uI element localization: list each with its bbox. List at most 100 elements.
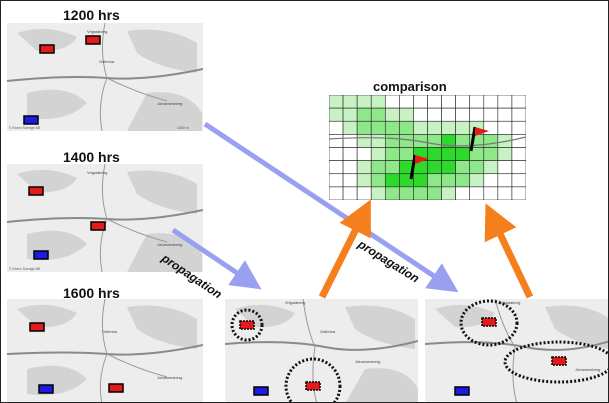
grid-cell bbox=[497, 160, 513, 175]
red-unit-icon bbox=[551, 356, 567, 366]
grid-cell bbox=[356, 95, 372, 109]
grid-cell bbox=[342, 134, 358, 148]
grid-cell bbox=[483, 120, 499, 135]
grid-cell bbox=[441, 147, 456, 161]
grid-cell bbox=[413, 186, 428, 200]
town-north-label: Vrigstaberg bbox=[87, 29, 107, 34]
comparison-grid bbox=[329, 95, 526, 200]
comparison-title: comparison bbox=[373, 79, 447, 94]
town-east-label: Johannesberg bbox=[157, 242, 182, 247]
grid-cell bbox=[329, 160, 344, 175]
map-prediction-2-svg: Vrigstaberg Johannesberg bbox=[425, 299, 608, 402]
grid-cell bbox=[427, 147, 442, 161]
comparison-arrow bbox=[318, 199, 371, 299]
map-1600-svg: Ostbrina Johannesberg bbox=[7, 299, 203, 402]
red-unit-icon bbox=[85, 35, 101, 45]
grid-cell bbox=[370, 120, 386, 135]
map-1200-svg: Vrigstaberg Ostbrina Johannesberg © Eser… bbox=[7, 23, 203, 131]
map-1600: Ostbrina Johannesberg bbox=[7, 299, 203, 402]
red-unit-icon bbox=[239, 320, 255, 330]
map-copyright: © Esero Sverige AB bbox=[9, 126, 41, 130]
grid-cell bbox=[399, 147, 414, 161]
blue-unit-icon bbox=[23, 115, 39, 125]
grid-cell bbox=[497, 95, 513, 109]
grid-cell bbox=[329, 186, 344, 200]
red-unit-icon bbox=[481, 317, 497, 327]
grid-cell bbox=[329, 173, 344, 188]
blue-unit-icon bbox=[454, 386, 470, 396]
map-1200: Vrigstaberg Ostbrina Johannesberg © Eser… bbox=[7, 23, 203, 131]
grid-cell bbox=[384, 107, 400, 122]
grid-cell bbox=[441, 95, 456, 109]
town-center-label: Ostbrina bbox=[99, 59, 115, 64]
grid-cell bbox=[427, 173, 442, 188]
red-unit-icon bbox=[90, 221, 106, 231]
grid-cell bbox=[483, 160, 499, 175]
propagation-label-2: propagation bbox=[355, 237, 422, 286]
grid-cell bbox=[441, 160, 456, 175]
flag-pole bbox=[469, 126, 477, 152]
town-east-label: Johannesberg bbox=[575, 367, 600, 372]
grid-cell bbox=[342, 95, 358, 109]
grid-cell bbox=[356, 107, 372, 122]
town-north-label: Vrigstaberg bbox=[500, 300, 520, 305]
comparison-arrow bbox=[484, 203, 534, 299]
flag-icon bbox=[475, 127, 489, 136]
grid-cell bbox=[427, 95, 442, 109]
grid-cell bbox=[370, 186, 386, 200]
grid-cell bbox=[455, 95, 471, 109]
map-prediction-1: Vrigstaberg Ostbrina Johannesberg bbox=[225, 299, 418, 402]
grid-cell bbox=[329, 107, 344, 122]
grid-cell bbox=[370, 134, 386, 148]
grid-cell bbox=[413, 107, 428, 122]
panel-title-1200: 1200 hrs bbox=[63, 7, 120, 23]
grid-cell bbox=[441, 107, 456, 122]
grid-cell bbox=[384, 120, 400, 135]
grid-cell bbox=[455, 186, 471, 200]
grid-cell bbox=[329, 120, 344, 135]
uncertainty-ellipse bbox=[230, 308, 264, 342]
grid-cell bbox=[413, 120, 428, 135]
grid-cell bbox=[370, 147, 386, 161]
grid-cell bbox=[497, 173, 513, 188]
grid-cell bbox=[497, 186, 513, 200]
grid-cell bbox=[427, 186, 442, 200]
grid-cell bbox=[483, 186, 499, 200]
grid-cell bbox=[455, 173, 471, 188]
town-north-label: Vrigstaberg bbox=[285, 300, 305, 305]
grid-cell bbox=[511, 147, 526, 161]
grid-cell bbox=[342, 120, 358, 135]
grid-cell bbox=[384, 95, 400, 109]
uncertainty-ellipse bbox=[459, 299, 519, 347]
map-1400: Vrigstaberg Johannesberg © Esero Sverige… bbox=[7, 164, 203, 272]
grid-cell bbox=[511, 173, 526, 188]
map-1400-svg: Vrigstaberg Johannesberg © Esero Sverige… bbox=[7, 164, 203, 272]
grid-cell bbox=[483, 134, 499, 148]
grid-cell bbox=[441, 173, 456, 188]
grid-cell bbox=[384, 147, 400, 161]
blue-unit-icon bbox=[253, 386, 269, 396]
grid-cell bbox=[342, 186, 358, 200]
grid-cell bbox=[370, 160, 386, 175]
grid-cell bbox=[356, 186, 372, 200]
grid-cell bbox=[483, 147, 499, 161]
grid-cell bbox=[399, 95, 414, 109]
grid-cell bbox=[455, 160, 471, 175]
town-east-label: Johannesberg bbox=[355, 359, 380, 364]
grid-cell bbox=[384, 134, 400, 148]
grid-cell bbox=[497, 120, 513, 135]
grid-cell bbox=[455, 147, 471, 161]
grid-cell bbox=[511, 120, 526, 135]
grid-cell bbox=[342, 173, 358, 188]
grid-cell bbox=[356, 147, 372, 161]
red-unit-icon bbox=[39, 44, 55, 54]
grid-cell bbox=[497, 147, 513, 161]
grid-cell bbox=[511, 160, 526, 175]
grid-cell bbox=[399, 120, 414, 135]
grid-cell bbox=[356, 120, 372, 135]
grid-cell bbox=[455, 120, 471, 135]
grid-cell bbox=[483, 173, 499, 188]
panel-title-1400: 1400 hrs bbox=[63, 149, 120, 165]
grid-cell bbox=[356, 160, 372, 175]
grid-cell bbox=[441, 120, 456, 135]
